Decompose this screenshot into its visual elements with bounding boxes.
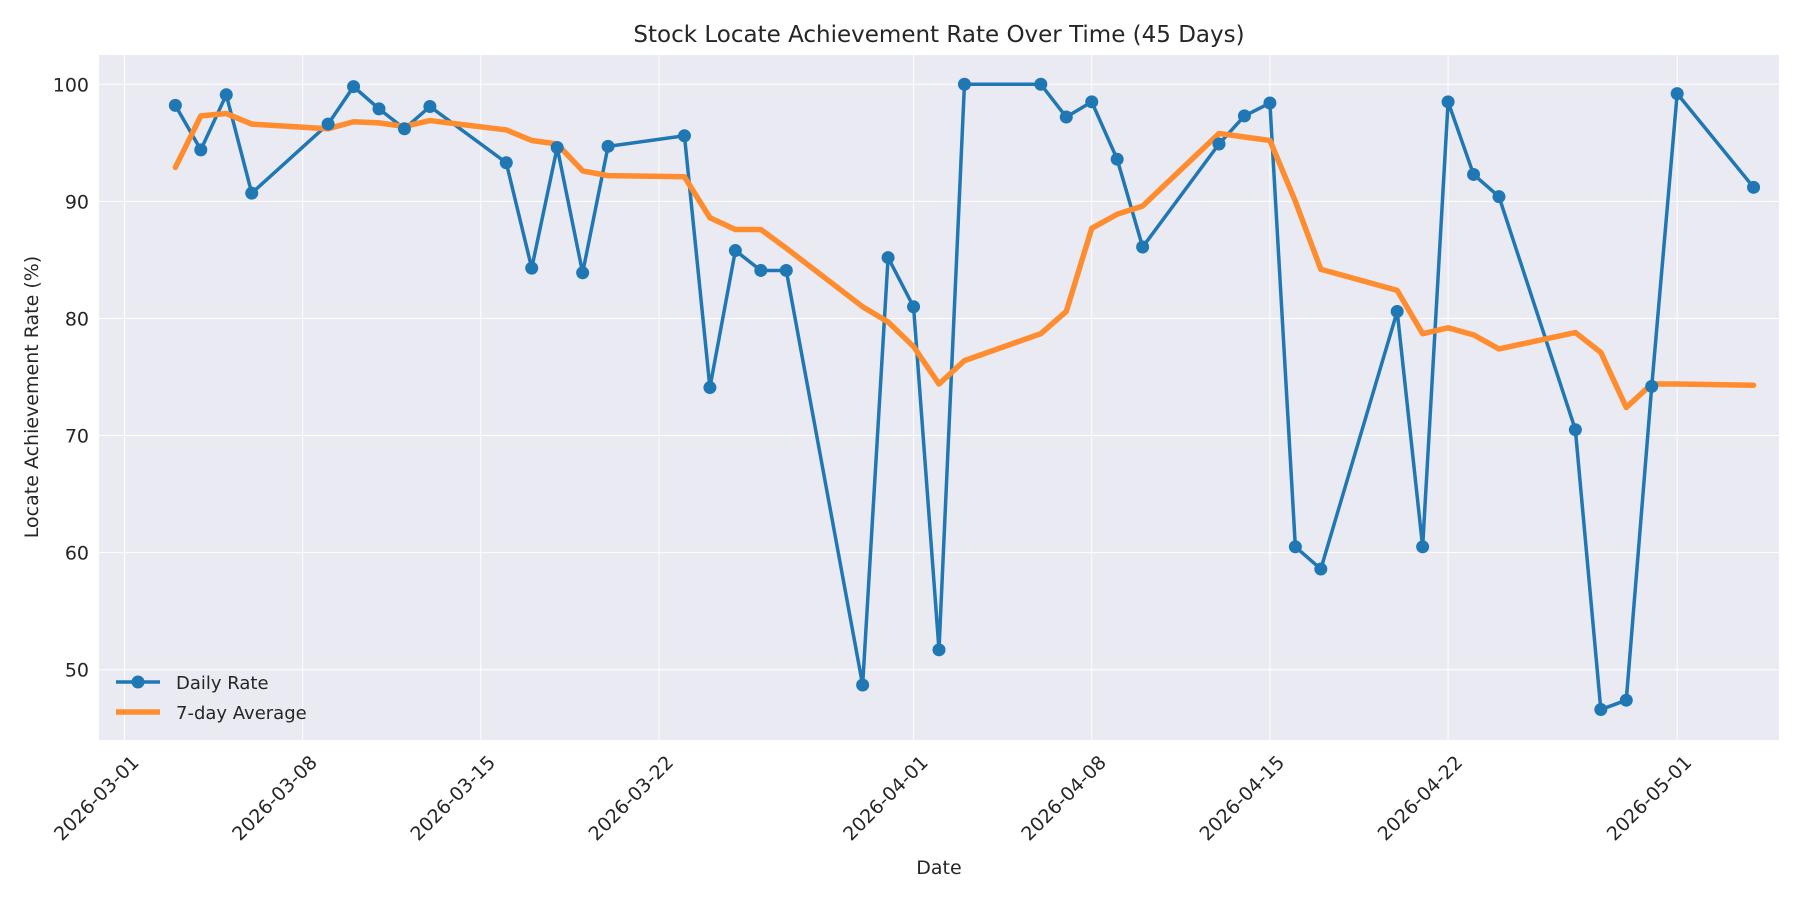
data-point-daily-rate [728, 244, 742, 258]
chart-title: Stock Locate Achievement Rate Over Time … [633, 22, 1244, 48]
data-point-daily-rate [1288, 540, 1302, 554]
x-tick-label: 2026-03-15 [406, 752, 500, 846]
x-tick-label: 2026-05-01 [1603, 752, 1697, 846]
x-tick-label: 2026-03-22 [585, 752, 679, 846]
legend-label-daily-rate: Daily Rate [176, 673, 269, 694]
x-tick-label: 2026-04-22 [1374, 752, 1468, 846]
data-point-daily-rate [1594, 703, 1608, 717]
x-tick-label: 2026-03-01 [50, 752, 144, 846]
data-point-daily-rate [499, 156, 513, 170]
y-tick-label: 60 [65, 543, 89, 565]
data-point-daily-rate [779, 263, 793, 277]
data-point-daily-rate [1314, 562, 1328, 576]
series-layer [168, 77, 1761, 717]
legend: Daily Rate 7-day Average [116, 673, 307, 724]
data-point-daily-rate [219, 88, 233, 102]
x-tick-label: 2026-04-08 [1017, 752, 1111, 846]
data-point-daily-rate [245, 186, 259, 200]
data-point-daily-rate [423, 100, 437, 114]
x-tick-label: 2026-03-08 [228, 752, 322, 846]
legend-label-7-day-average: 7-day Average [176, 703, 307, 724]
data-point-daily-rate [168, 98, 182, 112]
data-point-daily-rate [703, 381, 717, 395]
y-tick-label: 100 [53, 74, 89, 96]
data-point-daily-rate [1467, 167, 1481, 181]
grid-lines [99, 55, 1779, 740]
data-point-daily-rate [1416, 540, 1430, 554]
data-point-daily-rate [1390, 304, 1404, 318]
data-point-daily-rate [1136, 240, 1150, 254]
data-point-daily-rate [881, 251, 895, 265]
x-ticks: 2026-03-01 2026-03-08 2026-03-15 2026-03-22… [50, 752, 1696, 846]
x-tick-label: 2026-04-15 [1195, 752, 1289, 846]
data-point-daily-rate [601, 139, 615, 153]
y-tick-label: 50 [65, 660, 89, 682]
data-point-daily-rate [1568, 423, 1582, 437]
data-point-daily-rate [194, 143, 208, 157]
data-point-daily-rate [1619, 693, 1633, 707]
data-point-daily-rate [754, 263, 768, 277]
x-tick-label: 2026-04-01 [839, 752, 933, 846]
y-tick-label: 90 [65, 191, 89, 213]
data-point-daily-rate [1212, 137, 1226, 151]
data-point-daily-rate [397, 122, 411, 136]
legend-marker-daily-rate [131, 675, 145, 689]
data-point-daily-rate [550, 141, 564, 154]
x-axis-label: Date [916, 857, 961, 879]
data-point-daily-rate [907, 300, 921, 314]
series-line-7-day-average [172, 110, 1757, 411]
y-tick-label: 70 [65, 426, 89, 448]
y-tick-label: 80 [65, 308, 89, 330]
data-point-daily-rate [856, 678, 870, 692]
data-point-daily-rate [677, 129, 691, 143]
data-point-daily-rate [372, 102, 386, 116]
data-point-daily-rate [1441, 95, 1455, 109]
data-point-daily-rate [1492, 190, 1506, 204]
y-ticks: 50 60 70 80 90 100 [53, 74, 89, 681]
data-point-daily-rate [1110, 152, 1124, 166]
data-point-daily-rate [1034, 77, 1048, 91]
data-point-daily-rate [1263, 96, 1277, 110]
data-point-daily-rate [1645, 379, 1659, 393]
data-point-daily-rate [347, 80, 361, 94]
y-axis-label: Locate Achievement Rate (%) [21, 256, 43, 538]
data-point-daily-rate [932, 643, 946, 657]
data-point-daily-rate [1059, 110, 1073, 124]
data-point-daily-rate [576, 266, 590, 280]
data-point-daily-rate [1747, 180, 1761, 194]
data-point-daily-rate [1237, 109, 1251, 123]
data-point-daily-rate [1670, 87, 1684, 101]
data-point-daily-rate [321, 117, 335, 131]
daily-rate-markers [168, 77, 1761, 717]
data-point-daily-rate [1085, 95, 1099, 109]
data-point-daily-rate [525, 261, 539, 275]
data-point-daily-rate [957, 77, 971, 91]
